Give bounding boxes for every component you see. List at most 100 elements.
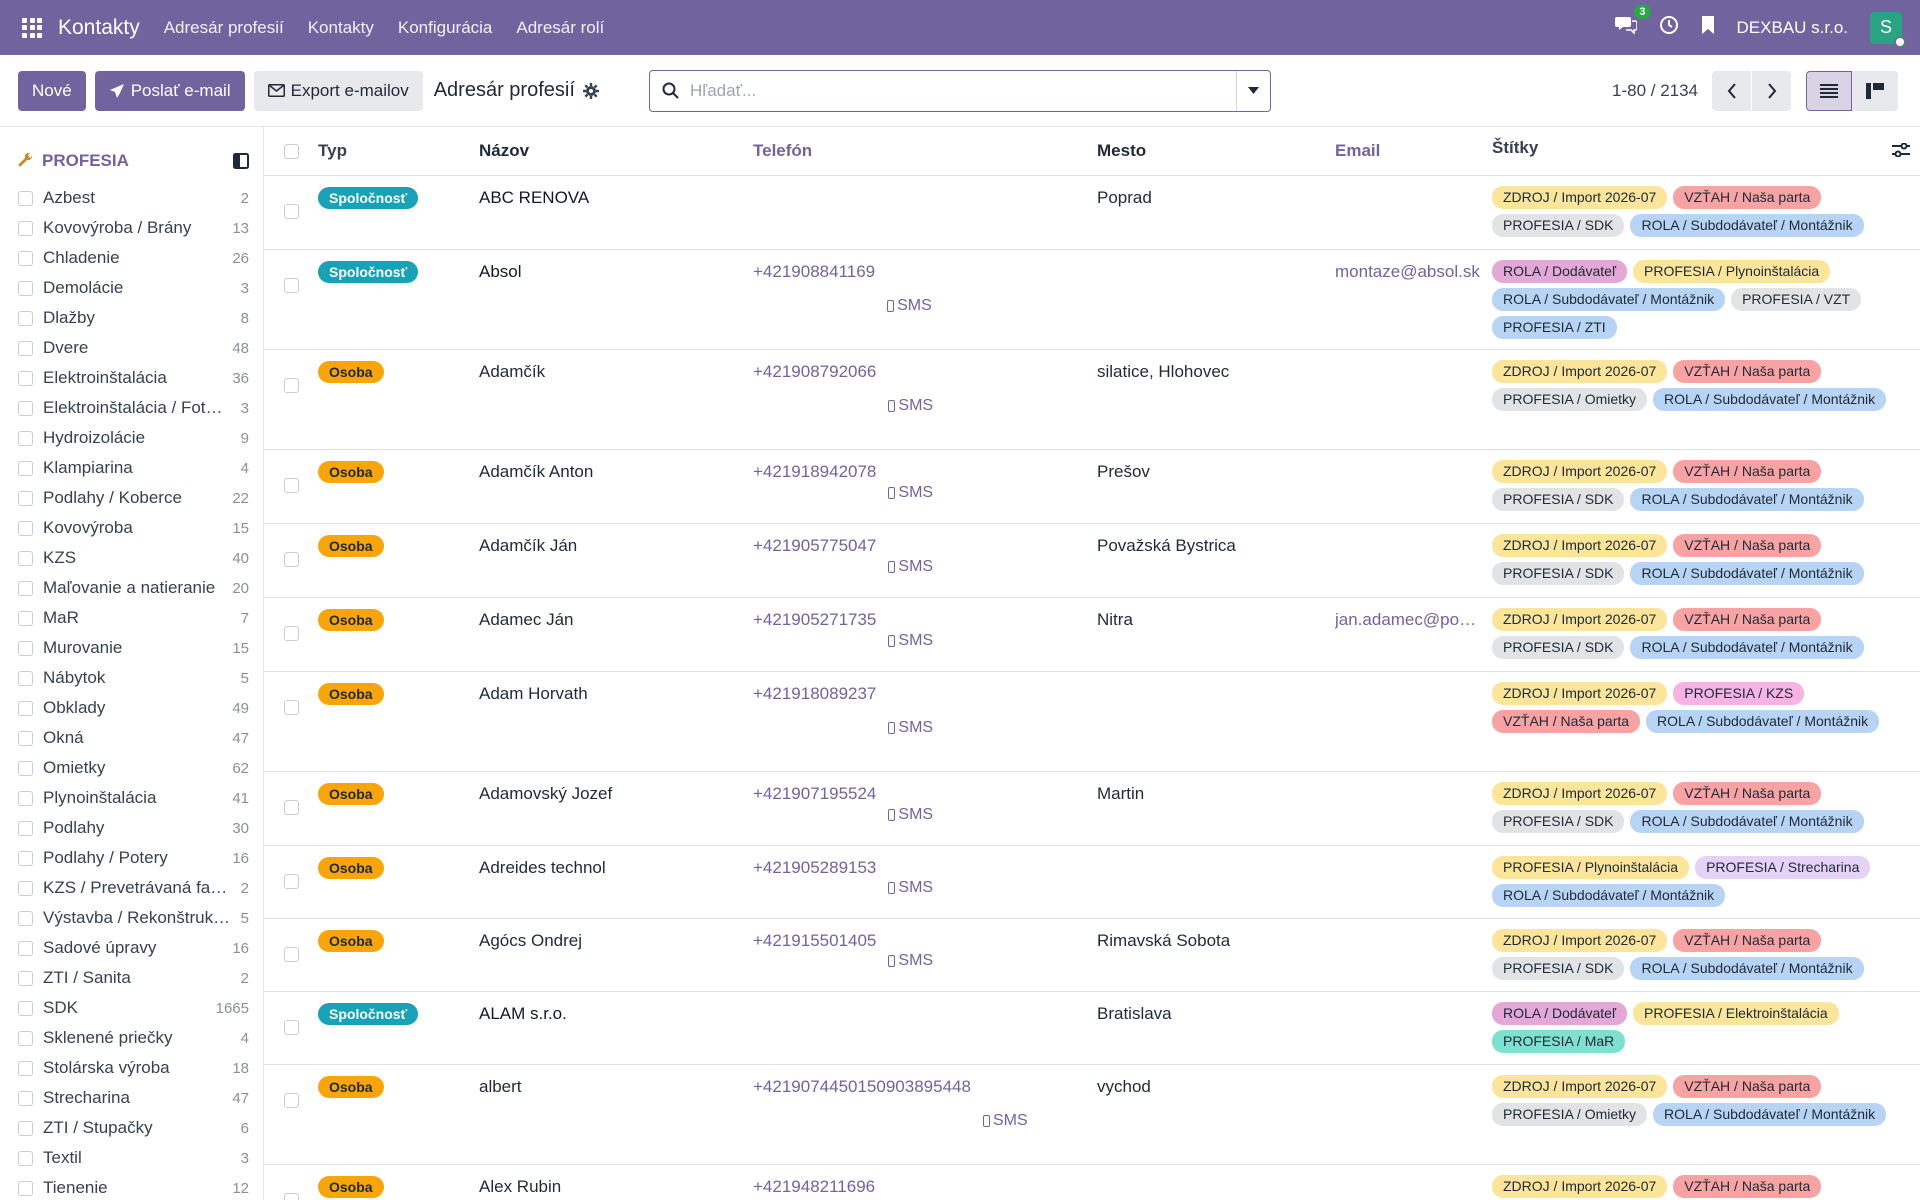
filter-item[interactable]: Dlažby 8 [18,303,249,333]
sms-button[interactable]: SMS [888,684,933,771]
new-button[interactable]: Nové [18,70,86,111]
email-link[interactable] [1335,772,1492,845]
row-checkbox[interactable] [284,1020,299,1035]
menu-adresar-profesii[interactable]: Adresár profesií [163,17,284,37]
optional-columns-icon[interactable] [1892,142,1910,162]
phone-link[interactable]: +421905289153 [753,858,877,877]
select-all-checkbox[interactable] [284,143,299,159]
filter-item[interactable]: Tienenie 12 [18,1173,249,1200]
email-link[interactable] [1335,450,1492,523]
sms-button[interactable]: SMS [982,1077,1028,1164]
sms-button[interactable]: SMS [888,536,933,597]
filter-checkbox[interactable] [18,250,33,266]
filter-item[interactable]: ZTI / Sanita 2 [18,963,249,993]
filter-item[interactable]: Demolácie 3 [18,273,249,303]
row-checkbox[interactable] [284,478,299,493]
filter-checkbox[interactable] [18,1060,33,1076]
sms-button[interactable]: SMS [888,462,933,523]
pager-next-button[interactable] [1752,70,1792,111]
filter-item[interactable]: Strecharina 47 [18,1083,249,1113]
chat-icon[interactable]: 3 [1614,5,1651,40]
filter-checkbox[interactable] [18,460,33,476]
filter-item[interactable]: Elektroinštalácia 36 [18,363,249,393]
column-header-name[interactable]: Názov [479,141,530,160]
row-checkbox[interactable] [284,278,299,293]
filter-checkbox[interactable] [18,1150,33,1166]
table-row[interactable]: Osoba Adamovský Jozef +421907195524 SMS Mart… [264,772,1920,846]
filter-checkbox[interactable] [18,700,33,716]
table-row[interactable]: Osoba Adreides technol +421905289153 SMS PRO… [264,846,1920,919]
phone-link[interactable]: +421908792066 [753,362,877,381]
filter-checkbox[interactable] [18,310,33,326]
table-row[interactable]: Spoločnosť Absol +421908841169 SMS montaze@a… [264,250,1920,350]
search-options-toggle[interactable] [1236,70,1270,111]
row-checkbox[interactable] [284,800,299,815]
filter-checkbox[interactable] [18,850,33,866]
filter-checkbox[interactable] [18,910,33,926]
filter-item[interactable]: Chladenie 26 [18,243,249,273]
filter-checkbox[interactable] [18,400,33,416]
filter-item[interactable]: ZTI / Stupačky 6 [18,1113,249,1143]
filter-item[interactable]: Sadové úpravy 16 [18,933,249,963]
table-row[interactable]: Osoba Adamčík +421908792066 SMS silatice, Hl… [264,350,1920,450]
menu-kontakty[interactable]: Kontakty [307,17,374,37]
filter-item[interactable]: Omietky 62 [18,753,249,783]
filter-checkbox[interactable] [18,1000,33,1016]
phone-link[interactable]: +421905271735 [753,610,877,629]
sms-button[interactable]: SMS [888,784,933,845]
phone-link[interactable]: +421918089237 [753,684,877,703]
phone-link[interactable]: +421907195524 [753,784,877,803]
row-checkbox[interactable] [284,552,299,567]
filter-checkbox[interactable] [18,430,33,446]
filter-checkbox[interactable] [18,730,33,746]
column-header-email[interactable]: Email [1335,141,1381,160]
phone-link[interactable]: +421905775047 [753,536,877,555]
filter-item[interactable]: Kovovýroba 15 [18,513,249,543]
filter-item[interactable]: Podlahy / Potery 16 [18,843,249,873]
table-row[interactable]: Osoba Adamec Ján +421905271735 SMS Nitra jan.… [264,598,1920,672]
filter-checkbox[interactable] [18,280,33,296]
row-checkbox[interactable] [284,874,299,889]
send-email-button[interactable]: Poslať e-mail [94,70,245,111]
phone-link[interactable]: +421918942078 [753,462,877,481]
filter-item[interactable]: Plynoinštalácia 41 [18,783,249,813]
filter-checkbox[interactable] [18,550,33,566]
user-avatar[interactable]: S [1870,11,1906,48]
phone-link[interactable]: +421948211696 [753,1177,876,1196]
export-emails-button[interactable]: Export e-mailov [253,70,423,111]
row-checkbox[interactable] [284,700,299,715]
row-checkbox[interactable] [284,378,299,393]
gear-icon[interactable] [582,82,599,99]
row-checkbox[interactable] [284,947,299,962]
filter-checkbox[interactable] [18,1120,33,1136]
phone-link[interactable]: +421907445015090389544​8 [753,1077,971,1096]
filter-checkbox[interactable] [18,760,33,776]
filter-item[interactable]: Murovanie 15 [18,633,249,663]
company-switcher[interactable]: DEXBAU s.r.o. [1736,17,1848,37]
filter-item[interactable]: Výstavba / Rekonštruk… 5 [18,903,249,933]
filter-checkbox[interactable] [18,940,33,956]
filter-checkbox[interactable] [18,520,33,536]
menu-konfiguracia[interactable]: Konfigurácia [397,17,493,37]
app-name[interactable]: Kontakty [58,15,140,39]
filter-checkbox[interactable] [18,340,33,356]
bookmark-icon[interactable] [1701,15,1715,40]
filter-item[interactable]: Nábytok 5 [18,663,249,693]
phone-link[interactable]: +421915501405 [753,931,877,950]
filter-item[interactable]: Obklady 49 [18,693,249,723]
filter-item[interactable]: Maľovanie a natieranie 20 [18,573,249,603]
filter-item[interactable]: Hydroizolácie 9 [18,423,249,453]
pager-value[interactable]: 1-80 / 2134 [1612,80,1699,100]
filter-item[interactable]: Dvere 48 [18,333,249,363]
filter-checkbox[interactable] [18,820,33,836]
sms-button[interactable]: SMS [887,1177,932,1200]
filter-item[interactable]: Podlahy 30 [18,813,249,843]
table-row[interactable]: Spoločnosť ABC RENOVA Poprad ZDROJ / Import… [264,176,1920,250]
apps-grid-icon[interactable] [22,17,42,38]
column-header-type[interactable]: Typ [318,141,347,160]
filter-item[interactable]: SDK 1665 [18,993,249,1023]
sms-button[interactable]: SMS [888,610,933,671]
filter-item[interactable]: Azbest 2 [18,183,249,213]
filter-checkbox[interactable] [18,1030,33,1046]
filter-item[interactable]: Podlahy / Koberce 22 [18,483,249,513]
